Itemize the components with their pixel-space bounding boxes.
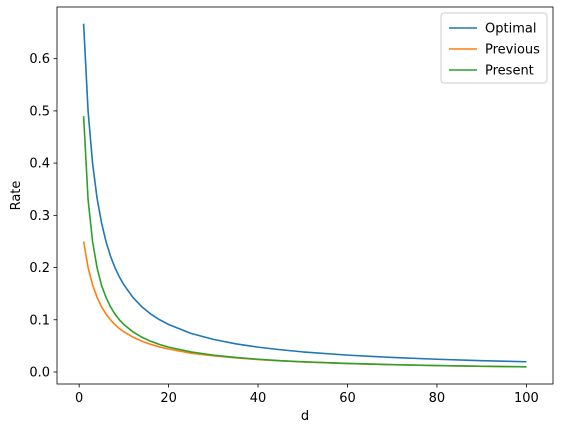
x-tick-label: 60: [339, 391, 356, 406]
legend-label-previous: Previous: [485, 43, 540, 58]
series-line-present: [82, 116, 527, 368]
x-tick-label: 40: [250, 391, 267, 406]
x-axis-label: d: [301, 409, 309, 424]
y-tick-label: 0.3: [29, 209, 50, 224]
x-tick-label: 20: [160, 391, 177, 406]
series-lines: [82, 23, 527, 368]
series-line-optimal: [82, 23, 527, 363]
x-tick-label: 80: [429, 391, 446, 406]
y-tick-label: 0.5: [29, 104, 50, 119]
y-tick-label: 0.1: [29, 313, 50, 328]
y-axis-label: Rate: [9, 181, 24, 211]
x-axis-ticks: 0 20 40 60 80 100: [75, 384, 539, 406]
legend-label-optimal: Optimal: [485, 22, 536, 37]
legend-label-present: Present: [485, 64, 534, 79]
y-tick-label: 0.4: [29, 157, 50, 172]
y-tick-label: 0.6: [29, 52, 50, 67]
y-tick-label: 0.0: [29, 365, 50, 380]
y-axis-ticks: 0.0 0.1 0.2 0.3 0.4 0.5 0.6: [29, 52, 57, 380]
legend: Optimal Previous Present: [440, 12, 548, 84]
x-tick-label: 0: [75, 391, 83, 406]
y-tick-label: 0.2: [29, 261, 50, 276]
x-tick-label: 100: [514, 391, 539, 406]
legend-box: [440, 12, 548, 84]
